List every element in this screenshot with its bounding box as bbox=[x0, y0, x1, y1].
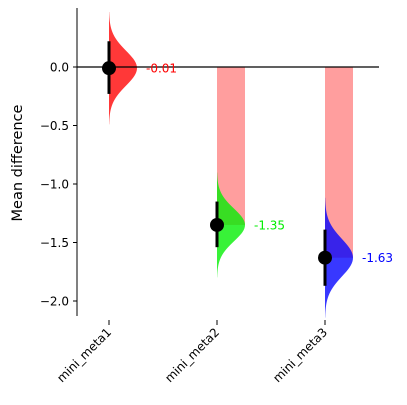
x-tick-label: mini_meta2 bbox=[162, 325, 222, 385]
bootstrap-distributions bbox=[109, 12, 353, 318]
value-label-2: -1.35 bbox=[254, 218, 285, 232]
mean-point-1 bbox=[102, 61, 116, 76]
y-tick-label: −0.5 bbox=[40, 119, 69, 133]
x-tick-label: mini_meta3 bbox=[270, 325, 330, 385]
distribution-1 bbox=[109, 12, 137, 125]
mean-point-2 bbox=[210, 217, 224, 232]
value-labels: -0.01 -1.35 -1.63 bbox=[146, 62, 393, 266]
mean-points bbox=[102, 61, 332, 265]
x-tick-label: mini_meta1 bbox=[54, 325, 114, 385]
y-axis-ticks: 0.0 −0.5 −1.0 −1.5 −2.0 bbox=[40, 60, 77, 308]
y-tick-label: 0.0 bbox=[50, 60, 69, 74]
y-tick-label: −1.0 bbox=[40, 177, 69, 191]
distribution-3 bbox=[325, 197, 353, 318]
y-tick-label: −2.0 bbox=[40, 294, 69, 308]
value-label-3: -1.63 bbox=[362, 251, 393, 265]
x-axis-ticks: mini_meta1 mini_meta2 mini_meta3 bbox=[54, 320, 330, 385]
y-axis-title: Mean difference bbox=[10, 104, 26, 221]
value-label-1: -0.01 bbox=[146, 62, 177, 76]
distribution-2 bbox=[217, 172, 245, 278]
mean-point-3 bbox=[318, 250, 332, 265]
y-tick-label: −1.5 bbox=[40, 236, 69, 250]
